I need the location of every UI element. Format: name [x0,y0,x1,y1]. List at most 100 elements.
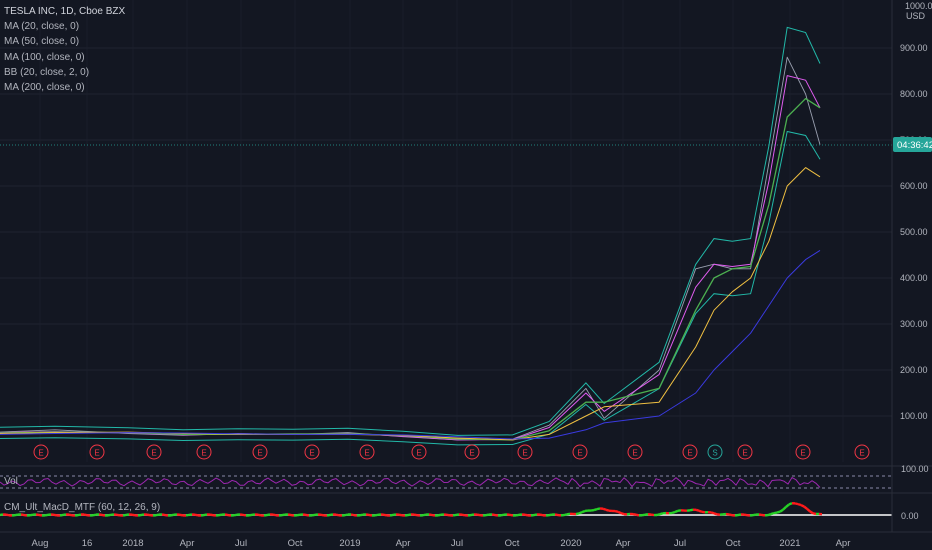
earnings-event-marker[interactable]: E [359,444,375,460]
countdown-price-tag: 04:36:42 [893,137,932,152]
earnings-event-marker[interactable]: E [627,444,643,460]
x-tick-label: 2018 [122,538,143,549]
earnings-event-marker[interactable]: E [795,444,811,460]
macd-segment [296,513,301,517]
macd-segment [728,513,733,517]
macd-segment [698,509,703,513]
macd-segment [44,513,49,517]
macd-segment [800,503,805,508]
macd-segment [605,508,610,512]
earnings-event-marker[interactable]: E [146,444,162,460]
earnings-event-marker[interactable]: E [854,444,870,460]
macd-segment [35,513,40,517]
macd-segment [752,513,757,517]
macd-pane[interactable]: CM_Ult_MacD_MTF (60, 12, 26, 9) 0.00 [0,492,932,521]
macd-segment [59,513,64,517]
time-scale[interactable]: Aug 16 2018 Apr Jul Oct 2019 Apr Jul Oct 2020 Apr Ju… [0,531,932,549]
macd-segment [335,513,340,517]
macd-segment [575,512,580,516]
macd-segment [614,509,619,513]
macd-segment [710,511,715,515]
macd-segment [224,513,229,517]
macd-segment [422,513,427,517]
legend-ma100[interactable]: MA (100, close, 0) [4,51,85,63]
macd-segment [227,513,232,517]
vol-pane-label: Vol [4,476,18,487]
macd-segment [272,513,277,517]
earnings-event-label: E [800,449,805,458]
x-tick-label: Apr [616,538,631,549]
macd-segment [170,513,175,517]
x-tick-label: Apr [396,538,411,549]
price-scale-top-value: 1000.00 [905,1,932,11]
x-tick-label: Jul [235,538,247,549]
legend-bb[interactable]: BB (20, close, 2, 0) [4,66,90,78]
macd-segment [758,513,763,517]
earnings-event-marker[interactable]: E [737,444,753,460]
macd-segment [656,513,661,517]
macd-segment [413,513,418,517]
macd-segment [593,507,598,512]
symbol-title[interactable]: TESLA INC, 1D, Cboe BZX [4,6,126,17]
split-event-marker[interactable]: S [707,444,723,460]
macd-segment [428,513,433,517]
legend-ma200[interactable]: MA (200, close, 0) [4,82,85,94]
y-tick-label: 400.00 [900,273,928,283]
macd-segment [476,513,481,517]
macd-segment [14,513,19,517]
macd-segment [773,511,778,515]
bollinger-bands [0,26,821,446]
earnings-event-marker[interactable]: E [89,444,105,460]
macd-segment [125,513,130,517]
earnings-event-label: E [632,449,637,458]
chart-legend: TESLA INC, 1D, Cboe BZX MA (20, close, 0… [4,4,125,95]
vol-pane[interactable]: Vol 100.00 [0,464,932,489]
macd-segment [209,513,214,517]
earnings-event-label: E [257,449,262,458]
macd-segment [515,513,520,517]
earnings-event-label: E [577,449,582,458]
event-markers[interactable]: E E E E E E E E E E E E E E E ES [33,444,870,460]
earnings-event-circle [252,444,268,460]
legend-ma50[interactable]: MA (50, close, 0) [4,36,80,48]
earnings-event-marker[interactable]: E [304,444,320,460]
y-tick-label: 600.00 [900,181,928,191]
y-tick-label: 800.00 [900,89,928,99]
earnings-event-marker[interactable]: E [572,444,588,460]
macd-segment [164,513,169,517]
earnings-event-marker[interactable]: E [252,444,268,460]
earnings-event-marker[interactable]: E [196,444,212,460]
macd-segment [539,513,544,517]
macd-segment [509,513,514,517]
x-tick-label: Jul [451,538,463,549]
macd-segment [263,513,268,517]
macd-segment [359,513,364,517]
moving-averages [0,56,821,441]
macd-segment [620,512,625,516]
earnings-event-marker[interactable]: E [517,444,533,460]
earnings-event-marker[interactable]: E [411,444,427,460]
split-event-circle [707,444,723,460]
macd-segment [38,513,43,517]
macd-segment [809,510,814,515]
legend-ma20[interactable]: MA (20, close, 0) [4,21,80,33]
x-tick-label: 2019 [339,538,360,549]
macd-segment [200,513,205,517]
macd-segment [62,513,67,517]
earnings-event-circle [196,444,212,460]
earnings-event-marker[interactable]: E [33,444,49,460]
earnings-event-marker[interactable]: E [464,444,480,460]
macd-segment [578,511,583,515]
macd-segment [776,510,781,514]
macd-segment [617,510,622,515]
macd-segment [365,513,370,517]
countdown-text: 04:36:42 [897,140,932,151]
x-tick-label: Aug [32,538,49,549]
earnings-event-marker[interactable]: E [682,444,698,460]
macd-segment [596,507,601,511]
bb-lower-band [0,130,821,446]
macd-segment [311,513,316,517]
macd-segment [533,513,538,517]
macd-segment [794,502,799,506]
